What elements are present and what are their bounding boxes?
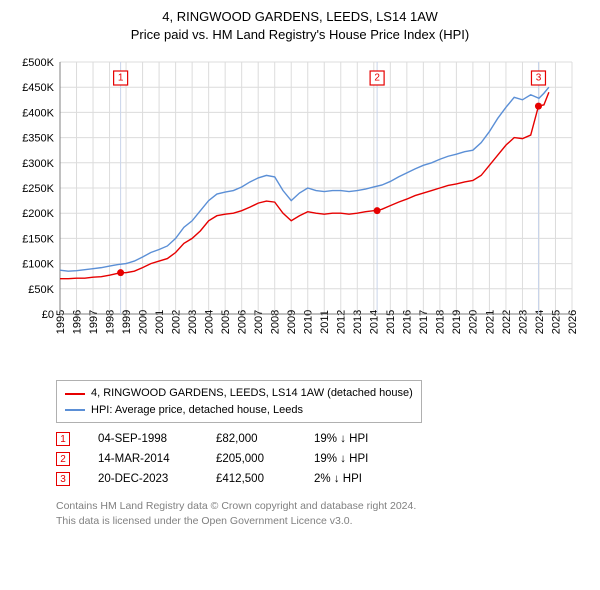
sales-row-marker: 1	[56, 432, 70, 446]
y-tick-label: £400K	[22, 108, 54, 120]
sale-point-dot	[117, 270, 124, 277]
sales-row: 3 20-DEC-2023 £412,500 2% ↓ HPI	[56, 469, 588, 489]
y-tick-label: £50K	[28, 284, 54, 296]
x-tick-label: 2014	[369, 310, 381, 334]
legend-box: 4, RINGWOOD GARDENS, LEEDS, LS14 1AW (de…	[56, 380, 422, 423]
x-tick-label: 2016	[402, 310, 414, 334]
y-tick-label: £250K	[22, 183, 54, 195]
x-tick-label: 2006	[237, 310, 249, 334]
x-tick-label: 2003	[187, 310, 199, 334]
chart-area: £0 £50K £100K £150K £200K £250K £300K £350K £400…	[12, 52, 588, 372]
x-tick-label: 2023	[517, 310, 529, 334]
x-tick-label: 2022	[501, 310, 513, 334]
sales-row-price: £205,000	[216, 453, 286, 465]
y-tick-label: £100K	[22, 259, 54, 271]
y-tick-label: £200K	[22, 209, 54, 221]
sales-row-marker: 3	[56, 472, 70, 486]
y-tick-label: £300K	[22, 158, 54, 170]
footer-line-1: Contains HM Land Registry data © Crown c…	[56, 499, 588, 514]
x-tick-label: 1997	[88, 310, 100, 334]
x-tick-label: 2025	[550, 310, 562, 334]
sale-marker-number: 1	[118, 73, 124, 84]
x-tick-label: 1998	[104, 310, 116, 334]
footer-attribution: Contains HM Land Registry data © Crown c…	[56, 499, 588, 528]
sales-row-date: 14-MAR-2014	[98, 453, 188, 465]
y-tick-label: £0	[42, 309, 54, 321]
footer-line-2: This data is licensed under the Open Gov…	[56, 514, 588, 529]
legend-label: 4, RINGWOOD GARDENS, LEEDS, LS14 1AW (de…	[91, 385, 413, 402]
x-tick-label: 2019	[451, 310, 463, 334]
x-tick-label: 2018	[435, 310, 447, 334]
title-line-2: Price paid vs. HM Land Registry's House …	[12, 26, 588, 44]
sale-point-dot	[374, 208, 381, 215]
y-tick-label: £150K	[22, 234, 54, 246]
x-tick-label: 2001	[154, 310, 166, 334]
title-line-1: 4, RINGWOOD GARDENS, LEEDS, LS14 1AW	[12, 8, 588, 26]
x-tick-label: 2020	[468, 310, 480, 334]
sales-row-diff: 2% ↓ HPI	[314, 473, 404, 485]
line-chart-svg: £0 £50K £100K £150K £200K £250K £300K £350K £400…	[12, 52, 588, 372]
x-tick-label: 2007	[253, 310, 265, 334]
sales-row-marker: 2	[56, 452, 70, 466]
y-tick-label: £450K	[22, 83, 54, 95]
legend-swatch	[65, 409, 85, 411]
sales-row-diff: 19% ↓ HPI	[314, 453, 404, 465]
x-tick-label: 2021	[484, 310, 496, 334]
x-tick-label: 2005	[220, 310, 232, 334]
legend-row: HPI: Average price, detached house, Leed…	[65, 402, 413, 419]
sale-marker-number: 2	[374, 73, 380, 84]
x-tick-label: 2008	[270, 310, 282, 334]
x-tick-label: 2013	[352, 310, 364, 334]
x-tick-label: 1995	[55, 310, 67, 334]
sales-row-date: 20-DEC-2023	[98, 473, 188, 485]
legend-swatch	[65, 393, 85, 395]
sale-point-dot	[535, 103, 542, 110]
sales-table: 1 04-SEP-1998 £82,000 19% ↓ HPI 2 14-MAR-2014…	[56, 429, 588, 489]
x-tick-label: 1996	[71, 310, 83, 334]
y-tick-label: £350K	[22, 133, 54, 145]
x-tick-label: 2000	[137, 310, 149, 334]
legend-row: 4, RINGWOOD GARDENS, LEEDS, LS14 1AW (de…	[65, 385, 413, 402]
sales-row-date: 04-SEP-1998	[98, 433, 188, 445]
sales-row-price: £82,000	[216, 433, 286, 445]
sales-row-price: £412,500	[216, 473, 286, 485]
x-tick-label: 2026	[567, 310, 579, 334]
sales-row: 1 04-SEP-1998 £82,000 19% ↓ HPI	[56, 429, 588, 449]
chart-container: 4, RINGWOOD GARDENS, LEEDS, LS14 1AW Pri…	[0, 0, 600, 539]
x-tick-label: 2004	[203, 310, 215, 334]
sales-row-diff: 19% ↓ HPI	[314, 433, 404, 445]
x-tick-label: 1999	[121, 310, 133, 334]
sales-row: 2 14-MAR-2014 £205,000 19% ↓ HPI	[56, 449, 588, 469]
y-tick-label: £500K	[22, 57, 54, 69]
x-tick-label: 2015	[385, 310, 397, 334]
x-tick-label: 2024	[534, 310, 546, 334]
x-tick-label: 2002	[170, 310, 182, 334]
legend-label: HPI: Average price, detached house, Leed…	[91, 402, 303, 419]
sale-marker-number: 3	[536, 73, 542, 84]
x-tick-label: 2010	[303, 310, 315, 334]
x-tick-label: 2012	[336, 310, 348, 334]
x-tick-label: 2009	[286, 310, 298, 334]
x-tick-label: 2017	[418, 310, 430, 334]
